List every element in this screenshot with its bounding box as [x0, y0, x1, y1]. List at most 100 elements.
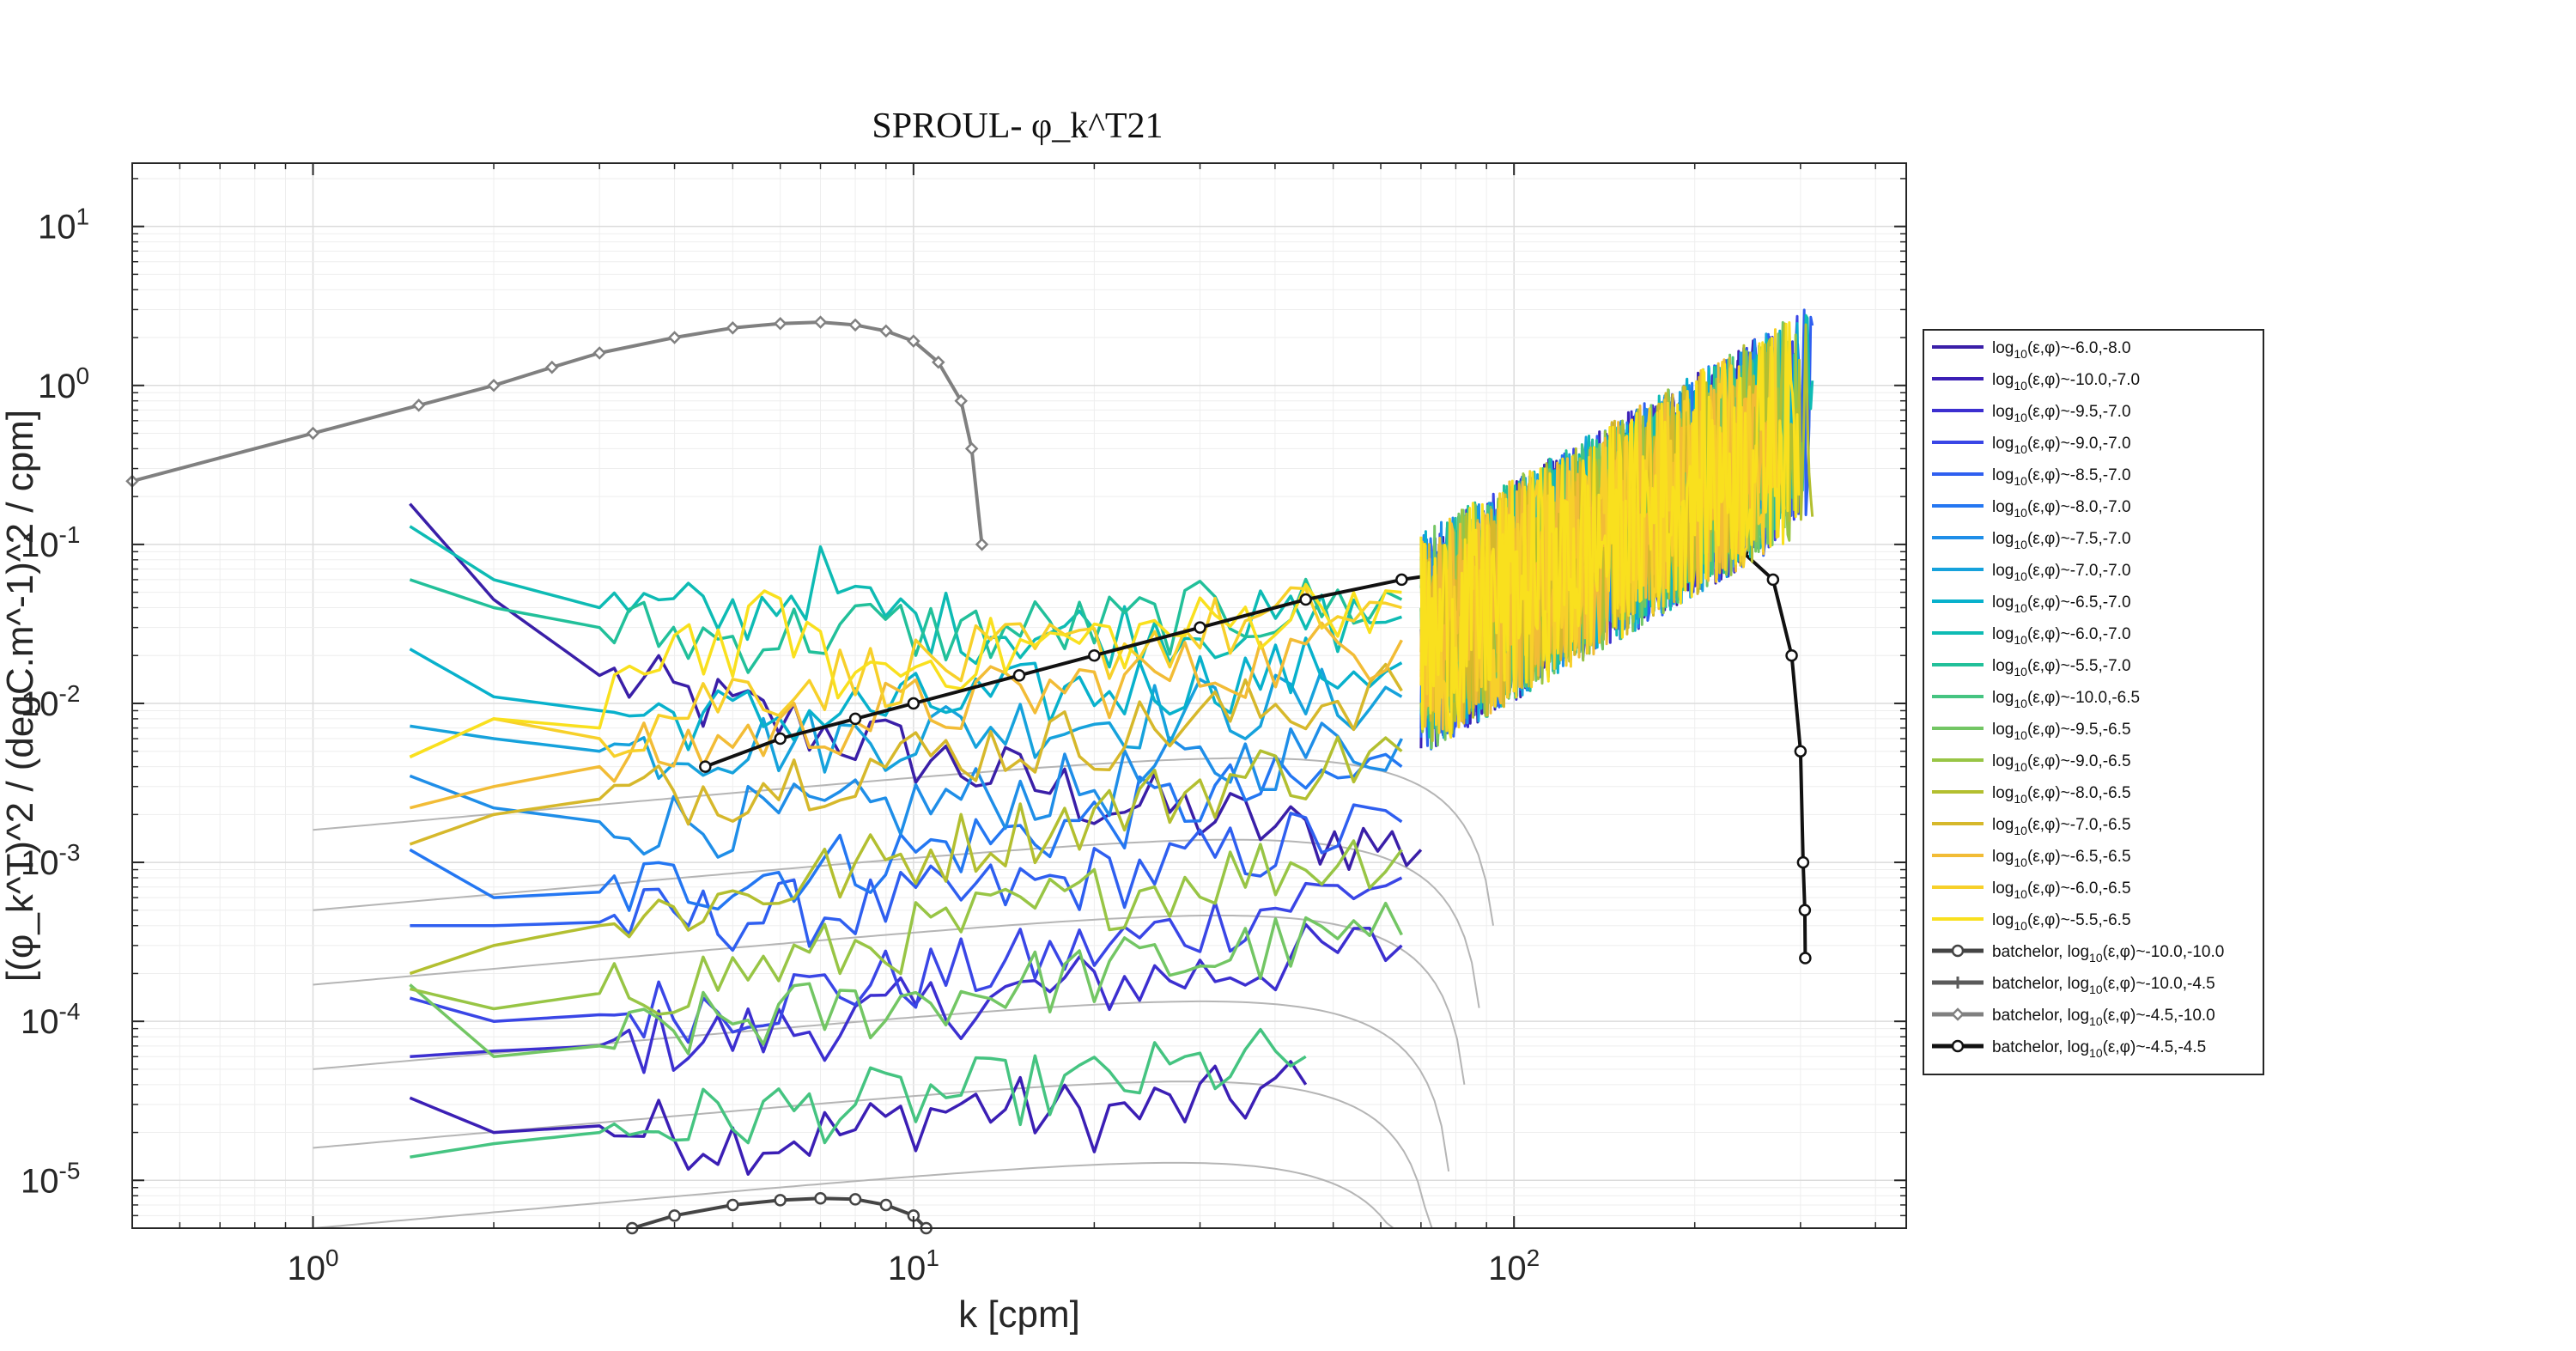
legend-label: log10(ε,φ)~-6.5,-6.5	[1992, 848, 2131, 869]
reference-curve	[313, 914, 1466, 1085]
legend-label: batchelor, log10(ε,φ)~-10.0,-4.5	[1992, 975, 2215, 996]
series-marker	[1798, 904, 1812, 917]
series-marker	[487, 378, 501, 393]
reference-curve	[313, 1000, 1450, 1172]
series-line	[409, 636, 1403, 752]
series-line	[409, 735, 1403, 976]
legend-label: log10(ε,φ)~-6.0,-6.5	[1992, 879, 2131, 901]
series-marker	[848, 318, 862, 332]
series-line	[409, 621, 1403, 810]
series-line	[410, 803, 1403, 952]
series-marker	[879, 1198, 893, 1212]
series-marker	[774, 732, 787, 745]
series-line	[409, 586, 1402, 758]
legend-label: log10(ε,φ)~-8.0,-6.5	[1992, 784, 2131, 806]
series-marker	[814, 1192, 827, 1205]
legend-label: batchelor, log10(ε,φ)~-4.5,-10.0	[1992, 1007, 2215, 1028]
legend: log10(ε,φ)~-6.0,-8.0 log10(ε,φ)~-10.0,-7.…	[1923, 329, 2264, 1075]
series-marker	[592, 346, 606, 360]
y-tick-label: 10-2	[21, 680, 80, 723]
series-marker	[1799, 952, 1812, 965]
series-line	[409, 1060, 1308, 1176]
y-tick-label: 10-3	[21, 839, 80, 882]
y-tick-label: 100	[38, 362, 89, 405]
legend-label: log10(ε,φ)~-8.0,-7.0	[1992, 498, 2131, 520]
y-axis-title-group: [(φ_k^T)^2 / (degC.m^-1)^2 / cpm]	[0, 410, 41, 982]
legend-marker	[1951, 1007, 1965, 1021]
ticks: 100 101 102 10-5 10-4 10-3 10-2 10-1 100 101	[21, 163, 1906, 1287]
y-tick-label: 10-1	[21, 521, 80, 564]
series-marker	[932, 355, 945, 369]
series-marker	[975, 538, 989, 551]
series-marker	[699, 760, 712, 773]
x-tick-label: 100	[287, 1245, 338, 1287]
series-marker	[545, 360, 559, 374]
legend-label: log10(ε,φ)~-10.0,-7.0	[1992, 371, 2140, 393]
series-line	[409, 582, 1402, 758]
legend-label: log10(ε,φ)~-8.5,-7.0	[1992, 466, 2131, 488]
series-marker	[773, 316, 787, 331]
series-marker	[813, 315, 828, 329]
series-line	[409, 876, 1403, 1044]
series-line	[409, 502, 1423, 871]
legend-label: log10(ε,φ)~-5.5,-6.5	[1992, 911, 2131, 933]
high-frequency-noise	[1419, 308, 1814, 751]
series-marker	[1766, 573, 1780, 587]
x-tick-label: 101	[888, 1245, 939, 1287]
series-marker	[1794, 745, 1807, 758]
y-tick-label: 10-5	[21, 1157, 80, 1200]
series-marker	[964, 441, 979, 456]
x-axis-title: k [cpm]	[958, 1293, 1080, 1336]
y-axis-title: [(φ_k^T)^2 / (degC.m^-1)^2 / cpm]	[0, 410, 41, 982]
x-tick-label: 102	[1488, 1245, 1540, 1287]
series-line	[410, 1027, 1307, 1159]
series-line	[409, 577, 1403, 674]
series-marker	[954, 393, 968, 408]
legend-label: log10(ε,φ)~-7.0,-6.5	[1992, 816, 2131, 837]
reference-curve	[313, 1161, 1422, 1229]
series-marker	[879, 324, 893, 338]
series-marker	[1395, 573, 1408, 587]
series-noise-line	[1419, 349, 1771, 731]
legend-label: log10(ε,φ)~-7.5,-7.0	[1992, 530, 2131, 551]
reference-curve	[313, 838, 1480, 1008]
legend-label: batchelor, log10(ε,φ)~-4.5,-4.5	[1992, 1038, 2206, 1060]
series-marker	[1785, 648, 1798, 662]
series-line	[409, 662, 1403, 846]
series-marker	[726, 321, 740, 335]
series-marker	[306, 426, 320, 441]
series-marker	[848, 1193, 862, 1206]
legend-label: log10(ε,φ)~-9.0,-6.5	[1992, 752, 2131, 774]
series-marker	[1012, 669, 1026, 682]
series-marker	[907, 697, 920, 710]
plot-area	[132, 163, 1906, 1228]
series-marker	[668, 1209, 681, 1222]
series-line	[410, 667, 1403, 781]
series-marker	[667, 331, 682, 344]
series-group	[125, 315, 1812, 1235]
series-marker	[1796, 855, 1810, 869]
legend-label: log10(ε,φ)~-6.0,-8.0	[1992, 339, 2131, 361]
legend-label: log10(ε,φ)~-5.5,-7.0	[1992, 657, 2131, 679]
series-marker	[1299, 593, 1312, 606]
series-line	[410, 922, 1403, 1074]
series-line	[409, 721, 1403, 859]
series-marker	[726, 1198, 739, 1212]
series-line	[409, 901, 1403, 1058]
series-marker	[774, 1194, 787, 1207]
legend-label: log10(ε,φ)~-6.5,-7.0	[1992, 593, 2131, 615]
axes-box	[131, 162, 1907, 1229]
series-marker	[411, 399, 426, 412]
legend-label: log10(ε,φ)~-9.5,-6.5	[1992, 721, 2131, 742]
legend-label: batchelor, log10(ε,φ)~-10.0,-10.0	[1992, 943, 2224, 965]
chart-title: SPROUL- φ_k^T21	[872, 106, 1163, 146]
legend-marker	[1951, 1039, 1965, 1053]
series-marker	[1194, 621, 1206, 634]
legend-label: log10(ε,φ)~-9.0,-7.0	[1992, 435, 2131, 456]
legend-label: log10(ε,φ)~-9.5,-7.0	[1992, 403, 2131, 424]
legend-label: log10(ε,φ)~-10.0,-6.5	[1992, 689, 2140, 710]
y-tick-label: 101	[38, 204, 89, 246]
series-marker	[848, 712, 862, 726]
series-noise-line	[1419, 321, 1801, 739]
